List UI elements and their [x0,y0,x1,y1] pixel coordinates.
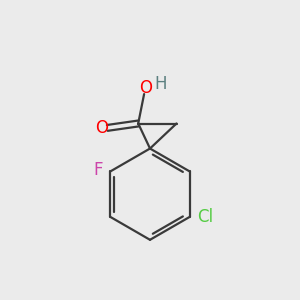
Text: F: F [93,161,103,179]
Text: O: O [95,119,109,137]
Text: H: H [154,75,167,93]
Text: Cl: Cl [197,208,213,226]
Text: O: O [139,79,152,97]
